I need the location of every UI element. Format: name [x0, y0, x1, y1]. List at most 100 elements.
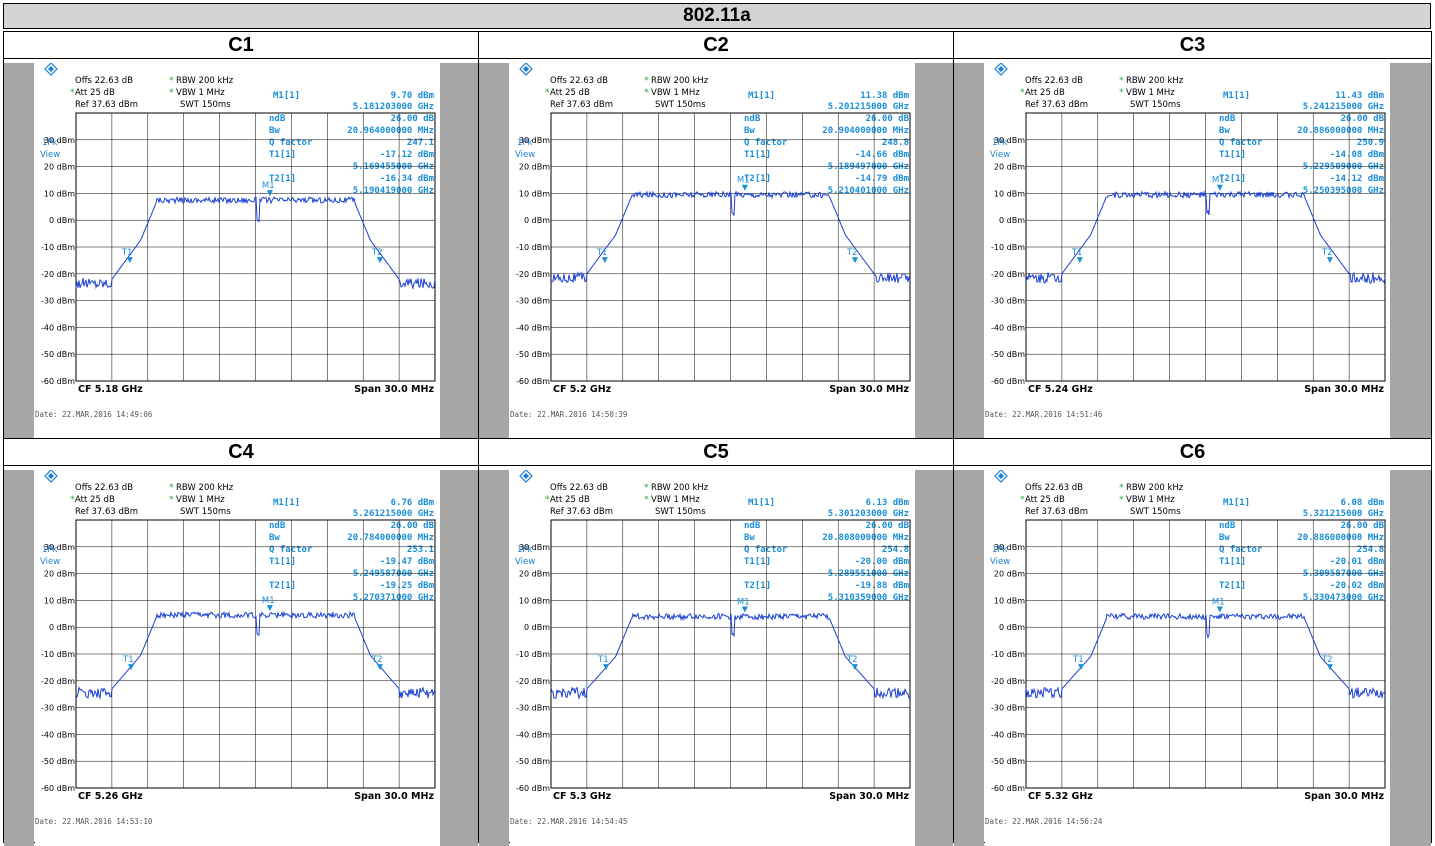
q-factor-value: 254.8	[882, 545, 909, 555]
rbw-star: *	[169, 483, 174, 493]
center-frequency-label: CF 5.24 GHz	[1028, 384, 1093, 395]
y-tick-label: -60 dBm	[41, 784, 75, 793]
marker-m1-label: M1	[737, 176, 750, 186]
marker-m1	[266, 190, 273, 197]
bw-value: 20.784000000 MHz	[347, 533, 434, 543]
side-panel-left	[954, 470, 984, 846]
detector-label: 1Pk	[42, 545, 58, 555]
ndb-label: ndB	[744, 521, 761, 531]
center-frequency-label: CF 5.26 GHz	[78, 791, 143, 802]
offset-label: Offs 22.63 dB	[550, 483, 608, 493]
q-factor-label: Q factor	[1219, 545, 1263, 555]
side-panel-right	[440, 470, 478, 846]
ndb-value: 26.00 dB	[1341, 521, 1385, 531]
t2-freq: 5.310359000 GHz	[828, 593, 909, 603]
detector-label: 1Pk	[517, 138, 533, 148]
t2-label: T2[1]	[269, 581, 296, 591]
sweep-time-label: SWT 150ms	[1130, 507, 1181, 517]
ndb-value: 26.00 dB	[1341, 114, 1385, 124]
marker-m1	[741, 184, 748, 191]
t2-label: T2[1]	[744, 174, 771, 184]
y-tick-label: -60 dBm	[991, 377, 1025, 386]
rbw-label: RBW 200 kHz	[1126, 76, 1184, 86]
detector-label: 1Pk	[42, 138, 58, 148]
offset-label: Offs 22.63 dB	[1025, 483, 1083, 493]
q-factor-label: Q factor	[269, 138, 313, 148]
y-tick-label: 30 dBm	[519, 543, 550, 552]
marker-m1-label: M1[1]	[1223, 91, 1250, 101]
t1-freq: 5.189497000 GHz	[828, 162, 909, 172]
q-factor-label: Q factor	[269, 545, 313, 555]
vbw-star: *	[1119, 88, 1124, 98]
attenuation-label: Att 25 dB	[75, 88, 115, 98]
analyzer-screenshot: Offs 22.63 dB * Att 25 dB Ref 37.63 dBm * RBW…	[510, 63, 915, 439]
t2-value: -14.12 dBm	[1330, 174, 1385, 184]
vbw-star: *	[644, 88, 649, 98]
analyzer-logo-icon	[48, 66, 54, 72]
att-star: *	[1020, 495, 1025, 505]
view-label: View	[40, 150, 60, 160]
bw-value: 20.904000000 MHz	[822, 126, 909, 136]
bw-label: Bw	[269, 533, 280, 543]
attenuation-label: Att 25 dB	[1025, 88, 1065, 98]
marker-m1	[1216, 606, 1223, 613]
y-tick-label: 20 dBm	[44, 570, 75, 579]
spectrum-trace	[1025, 189, 1386, 284]
chart-title: C6	[954, 439, 1431, 466]
t1-value: -14.66 dBm	[855, 150, 910, 160]
q-factor-value: 250.9	[1357, 138, 1384, 148]
marker-m1-value: 11.38 dBm	[860, 91, 909, 101]
t1-value: -17.12 dBm	[380, 150, 435, 160]
marker-t2	[376, 664, 383, 671]
side-panel-left	[4, 63, 34, 439]
vbw-label: VBW 1 MHz	[1126, 88, 1175, 98]
offset-label: Offs 22.63 dB	[75, 483, 133, 493]
y-tick-label: 0 dBm	[49, 216, 75, 225]
analyzer-screenshot: Offs 22.63 dB * Att 25 dB Ref 37.63 dBm * RBW…	[35, 470, 440, 846]
y-tick-label: -30 dBm	[991, 297, 1025, 306]
marker-m1	[741, 606, 748, 613]
analyzer-logo-icon	[994, 63, 1008, 76]
y-tick-label: 10 dBm	[44, 596, 75, 605]
span-label: Span 30.0 MHz	[354, 384, 434, 395]
y-tick-label: 30 dBm	[519, 136, 550, 145]
view-label: View	[40, 557, 60, 567]
marker-t2	[1326, 664, 1333, 671]
rbw-label: RBW 200 kHz	[1126, 483, 1184, 493]
bw-label: Bw	[744, 126, 755, 136]
y-tick-label: -20 dBm	[516, 270, 550, 279]
center-frequency-label: CF 5.2 GHz	[553, 384, 612, 395]
y-tick-label: 10 dBm	[994, 189, 1025, 198]
marker-m1-freq: 5.241215000 GHz	[1303, 102, 1384, 112]
side-panel-right	[915, 63, 953, 439]
t1-freq: 5.289551000 GHz	[828, 569, 909, 579]
t1-value: -14.08 dBm	[1330, 150, 1385, 160]
y-tick-label: -50 dBm	[41, 757, 75, 766]
marker-t2	[851, 664, 858, 671]
spectrum-trace	[550, 190, 911, 284]
bw-label: Bw	[1219, 126, 1230, 136]
att-star: *	[1020, 88, 1025, 98]
y-tick-label: -10 dBm	[991, 650, 1025, 659]
view-label: View	[515, 150, 535, 160]
t2-value: -16.34 dBm	[380, 174, 435, 184]
marker-t1	[1078, 664, 1085, 671]
bw-value: 20.886000000 MHz	[1297, 533, 1384, 543]
t1-value: -20.00 dBm	[855, 557, 910, 567]
y-tick-label: 20 dBm	[994, 570, 1025, 579]
y-tick-label: 0 dBm	[999, 623, 1025, 632]
attenuation-label: Att 25 dB	[550, 495, 590, 505]
marker-t1-label: T1	[122, 655, 134, 665]
timestamp-label: Date: 22.MAR.2016 14:51:46	[985, 410, 1103, 419]
y-tick-label: -40 dBm	[991, 323, 1025, 332]
bw-value: 20.886000000 MHz	[1297, 126, 1384, 136]
bw-value: 20.808000000 MHz	[822, 533, 909, 543]
y-tick-label: -10 dBm	[991, 243, 1025, 252]
y-tick-label: -20 dBm	[991, 677, 1025, 686]
vbw-star: *	[1119, 495, 1124, 505]
y-tick-label: -50 dBm	[991, 757, 1025, 766]
chart-title: C2	[479, 32, 953, 59]
detector-label: 1Pk	[992, 138, 1008, 148]
